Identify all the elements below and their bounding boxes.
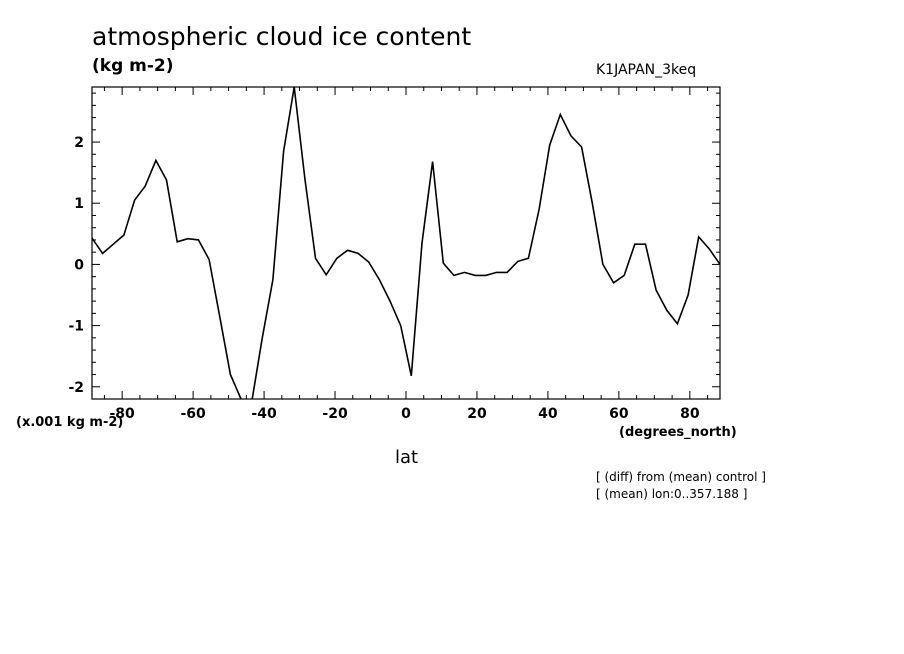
chart-title: atmospheric cloud ice content [92, 22, 472, 51]
x-tick-label: 80 [680, 406, 700, 422]
series-line [92, 87, 720, 399]
y-tick-label: -1 [68, 319, 84, 335]
x-tick-label: 60 [609, 406, 629, 422]
note-diff: [ (diff) from (mean) control ] [596, 470, 766, 484]
x-tick-label: 40 [538, 406, 558, 422]
x-tick-label: -20 [322, 406, 348, 422]
y-tick-label: 2 [74, 135, 84, 151]
tick-labels: -80 -60 -40 -20 0 20 40 60 80 -2 -1 0 1 2 [68, 135, 699, 422]
y-units-label: (kg m-2) [92, 56, 174, 76]
axis-ticks [92, 87, 720, 400]
series-group [92, 87, 720, 399]
x-tick-label: -40 [251, 406, 277, 422]
x-axis-label: lat [395, 447, 419, 468]
experiment-label: K1JAPAN_3keq [596, 62, 697, 78]
x-units-label: (degrees_north) [619, 425, 737, 440]
x-tick-label: 20 [467, 406, 487, 422]
x-tick-label: -60 [180, 406, 206, 422]
y-tick-label: 1 [74, 196, 84, 212]
y-tick-label: -2 [68, 380, 84, 396]
x-tick-label: -80 [110, 406, 136, 422]
y-scale-label: (x.001 kg m-2) [16, 415, 124, 430]
note-mean: [ (mean) lon:0..357.188 ] [596, 487, 748, 501]
x-tick-label: 0 [401, 406, 411, 422]
y-tick-label: 0 [74, 257, 84, 273]
